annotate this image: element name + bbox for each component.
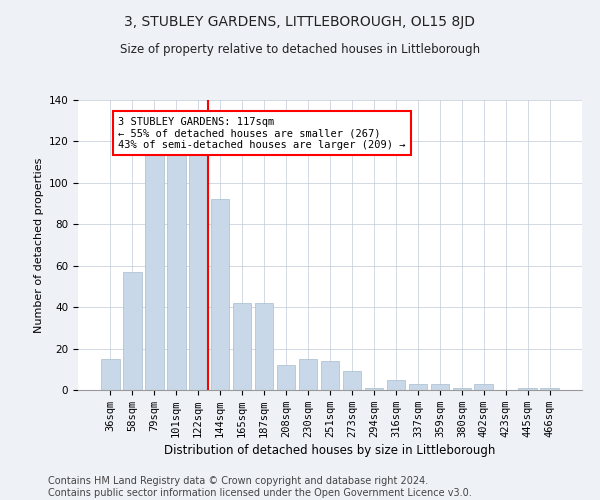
Bar: [277, 365, 295, 390]
Bar: [343, 372, 361, 390]
Bar: [101, 359, 119, 390]
Bar: [299, 359, 317, 390]
Bar: [320, 361, 340, 390]
Bar: [541, 388, 559, 390]
X-axis label: Distribution of detached houses by size in Littleborough: Distribution of detached houses by size …: [164, 444, 496, 457]
Bar: [255, 303, 274, 390]
Y-axis label: Number of detached properties: Number of detached properties: [34, 158, 44, 332]
Text: Size of property relative to detached houses in Littleborough: Size of property relative to detached ho…: [120, 42, 480, 56]
Bar: [475, 384, 493, 390]
Bar: [409, 384, 427, 390]
Bar: [452, 388, 471, 390]
Text: 3, STUBLEY GARDENS, LITTLEBOROUGH, OL15 8JD: 3, STUBLEY GARDENS, LITTLEBOROUGH, OL15 …: [125, 15, 476, 29]
Bar: [431, 384, 449, 390]
Bar: [189, 146, 208, 390]
Bar: [386, 380, 405, 390]
Text: 3 STUBLEY GARDENS: 117sqm
← 55% of detached houses are smaller (267)
43% of semi: 3 STUBLEY GARDENS: 117sqm ← 55% of detac…: [118, 116, 406, 150]
Bar: [167, 154, 185, 390]
Bar: [211, 200, 229, 390]
Bar: [518, 388, 537, 390]
Text: Contains HM Land Registry data © Crown copyright and database right 2024.
Contai: Contains HM Land Registry data © Crown c…: [48, 476, 472, 498]
Bar: [123, 272, 142, 390]
Bar: [145, 154, 164, 390]
Bar: [233, 303, 251, 390]
Bar: [365, 388, 383, 390]
